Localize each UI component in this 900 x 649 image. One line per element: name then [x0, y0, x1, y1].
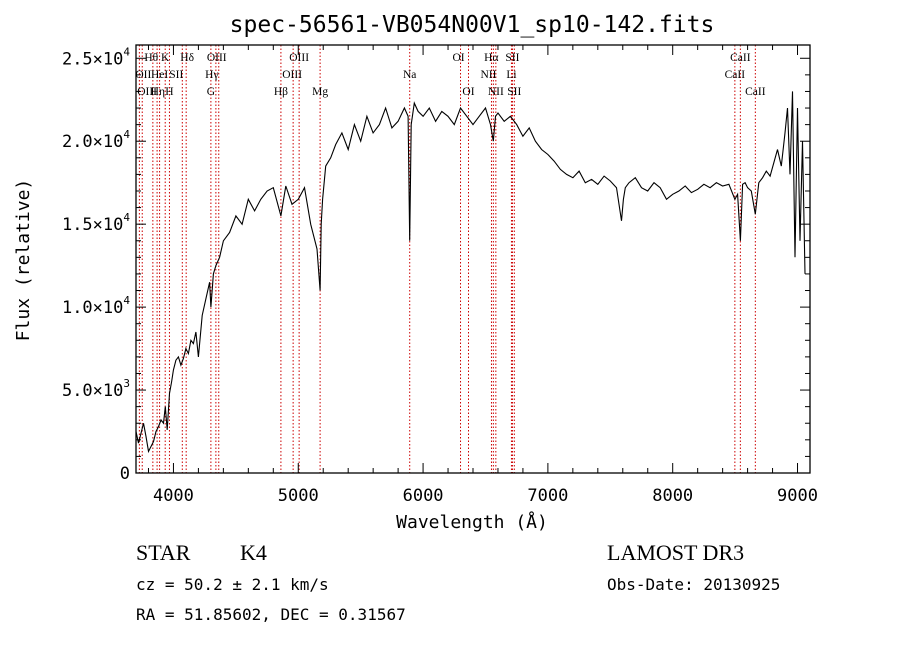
x-tick-label-4: 8000 [652, 486, 693, 506]
line-label-11: OIII [207, 52, 227, 64]
line-label-23: SII [505, 52, 519, 64]
y-tick-label-1: 5.0×103 [62, 377, 130, 401]
y-tick-mantissa: 1.0×10 [62, 298, 123, 318]
line-label-10: Hγ [205, 69, 218, 81]
y-tick-mantissa: 1.5×10 [62, 215, 123, 235]
y-tick-label-3: 1.5×104 [62, 211, 130, 235]
line-label-26: CaII [730, 52, 751, 64]
plot-frame [135, 44, 811, 474]
y-tick-label-4: 2.0×104 [62, 128, 130, 152]
line-label-27: CaII [745, 86, 766, 98]
y-axis-label: Flux (relative) [13, 179, 34, 342]
survey-name: LAMOST DR3 [607, 540, 744, 565]
y-tick-label-0: 0 [120, 464, 130, 484]
y-tick-mantissa: 0 [120, 464, 130, 484]
y-tick-label-2: 1.0×104 [62, 294, 130, 318]
x-axis-label: Wavelength (Å) [396, 511, 548, 533]
line-label-6: H [165, 86, 173, 98]
object-class: STAR [136, 540, 191, 565]
observation-date: Obs-Date: 20130925 [607, 575, 780, 594]
y-tick-exponent: 4 [123, 211, 130, 224]
x-tick-label-2: 6000 [403, 486, 444, 506]
line-label-0: OII [135, 69, 151, 81]
line-label-9: G [207, 86, 215, 98]
x-tick-label-0: 4000 [153, 486, 194, 506]
line-label-13: OIII [282, 69, 302, 81]
y-tick-exponent: 3 [123, 377, 130, 390]
x-tick-label-3: 7000 [527, 486, 568, 506]
line-label-5: K [161, 52, 170, 64]
y-tick-mantissa: 5.0×10 [62, 381, 123, 401]
spectral-line-markers [138, 45, 756, 473]
line-label-12: Hβ [274, 86, 288, 98]
line-label-7: SII [169, 69, 183, 81]
y-tick-exponent: 4 [123, 45, 130, 58]
spectrum-line [135, 91, 806, 454]
line-label-17: OI [452, 52, 464, 64]
x-tick-label-1: 5000 [278, 486, 319, 506]
y-tick-exponent: 4 [123, 294, 130, 307]
line-label-25: CaII [725, 69, 746, 81]
line-label-19: NII [480, 69, 496, 81]
line-label-8: Hδ [180, 52, 194, 64]
x-tick-label-5: 9000 [777, 486, 818, 506]
chart-title: spec-56561-VB054N00V1_sp10-142.fits [230, 12, 715, 38]
line-label-20: Hα [484, 52, 498, 64]
line-label-16: Na [403, 69, 416, 81]
object-subclass: K4 [240, 540, 267, 565]
y-tick-exponent: 4 [123, 128, 130, 141]
y-tick-mantissa: 2.0×10 [62, 132, 123, 152]
redshift-text: cz = 50.2 ± 2.1 km/s [136, 575, 329, 594]
line-label-14: OIII [289, 52, 309, 64]
spectral-line-labels: OIIHθHηOIIIHeIKHSIIHδGHγOIIIHβOIIIOIIIMg… [135, 52, 765, 98]
line-label-24: SII [507, 86, 521, 98]
line-label-15: Mg [312, 86, 328, 98]
line-label-22: Li [506, 69, 516, 81]
line-label-21: NII [488, 86, 504, 98]
line-label-18: OI [462, 86, 474, 98]
line-label-2: Hη [151, 86, 165, 98]
y-tick-label-5: 2.5×104 [62, 45, 130, 69]
y-tick-mantissa: 2.5×10 [62, 49, 123, 69]
line-label-3: OIII [137, 86, 157, 98]
line-label-4: HeI [151, 69, 168, 81]
line-label-1: Hθ [144, 52, 158, 64]
axis-ticks: 4000 5000 6000 7000 8000 900005.0×1031.0×1041… [62, 45, 818, 506]
coordinates-text: RA = 51.85602, DEC = 0.31567 [136, 605, 406, 624]
